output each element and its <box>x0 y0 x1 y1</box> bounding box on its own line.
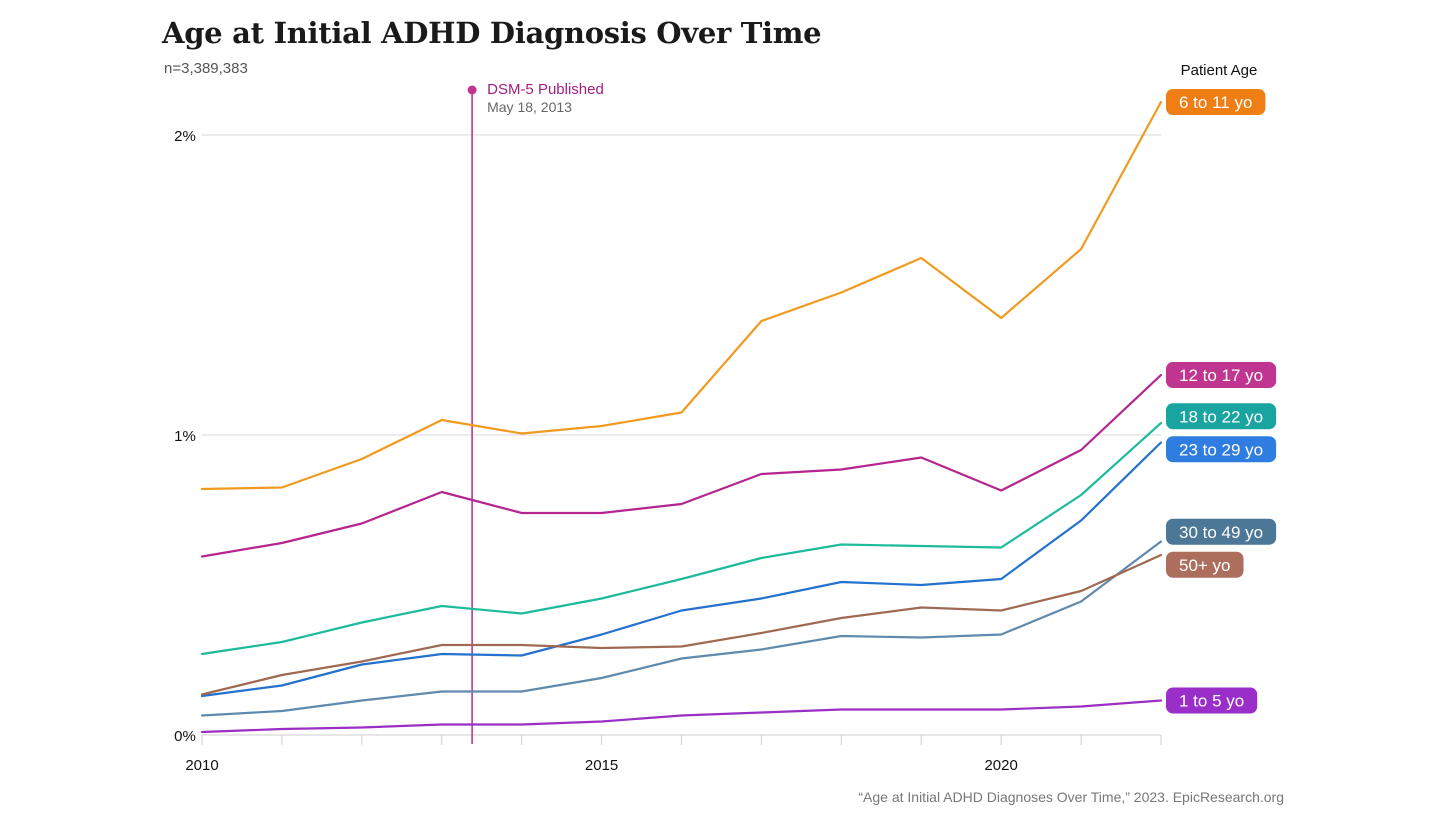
annotation-label: DSM-5 Published <box>487 81 604 98</box>
legend-pill-50-yo: 50+ yo <box>1166 551 1244 578</box>
legend-pill-label: 18 to 22 yo <box>1179 407 1263 426</box>
source-citation: “Age at Initial ADHD Diagnoses Over Time… <box>858 789 1284 805</box>
legend-pill-12-to-17-yo: 12 to 17 yo <box>1166 362 1277 388</box>
legend-pill-30-to-49-yo: 30 to 49 yo <box>1166 518 1277 545</box>
legend-pill-bg <box>1166 436 1277 463</box>
annotation-dot <box>467 85 477 95</box>
legend-pill-18-to-22-yo: 18 to 22 yo <box>1166 403 1277 430</box>
series-line-23-to-29-yo <box>200 441 1163 698</box>
x-tick-label: 2020 <box>984 757 1017 774</box>
legend-pill-6-to-11-yo: 6 to 11 yo <box>1166 89 1266 115</box>
series-lines <box>200 100 1163 734</box>
legend-pill-bg <box>1166 518 1277 545</box>
legend-pill-bg <box>1166 362 1277 388</box>
y-tick-label: 0% <box>174 728 196 745</box>
legend-pill-1-to-5-yo: 1 to 5 yo <box>1166 687 1258 714</box>
x-tick-label: 2010 <box>185 757 218 774</box>
chart-subtitle: n=3,389,383 <box>164 60 248 77</box>
series-line-12-to-17-yo <box>200 373 1163 558</box>
legend-pill-bg <box>1166 687 1258 714</box>
legend-pill-label: 23 to 29 yo <box>1179 440 1263 459</box>
legend: Patient Age 6 to 11 yo 12 to 17 yo 18 to 22… <box>1166 62 1277 714</box>
annotation-date: May 18, 2013 <box>487 99 572 115</box>
y-tick-label: 1% <box>174 428 196 445</box>
series-line-30-to-49-yo <box>200 540 1163 717</box>
legend-pill-label: 6 to 11 yo <box>1179 93 1252 112</box>
legend-pill-bg <box>1166 403 1277 430</box>
series-line-50-yo <box>200 553 1163 696</box>
y-tick-label: 2% <box>174 128 196 145</box>
series-line-18-to-22-yo <box>200 421 1163 656</box>
legend-pill-label: 30 to 49 yo <box>1179 523 1263 542</box>
chart-title: Age at Initial ADHD Diagnosis Over Time <box>162 16 822 50</box>
legend-pill-23-to-29-yo: 23 to 29 yo <box>1166 436 1277 463</box>
grid-lines: 0% 1% 2% <box>174 128 1161 745</box>
legend-pill-label: 12 to 17 yo <box>1179 366 1263 385</box>
legend-title: Patient Age <box>1181 62 1258 79</box>
legend-pill-bg <box>1166 89 1266 115</box>
legend-pill-bg <box>1166 551 1244 578</box>
legend-pill-label: 50+ yo <box>1179 556 1231 575</box>
x-tick-label: 2015 <box>585 757 618 774</box>
series-line-6-to-11-yo <box>200 100 1163 491</box>
x-axis: 2010 2015 2020 <box>185 735 1162 774</box>
legend-pill-label: 1 to 5 yo <box>1179 692 1244 711</box>
series-line-1-to-5-yo <box>200 699 1163 734</box>
